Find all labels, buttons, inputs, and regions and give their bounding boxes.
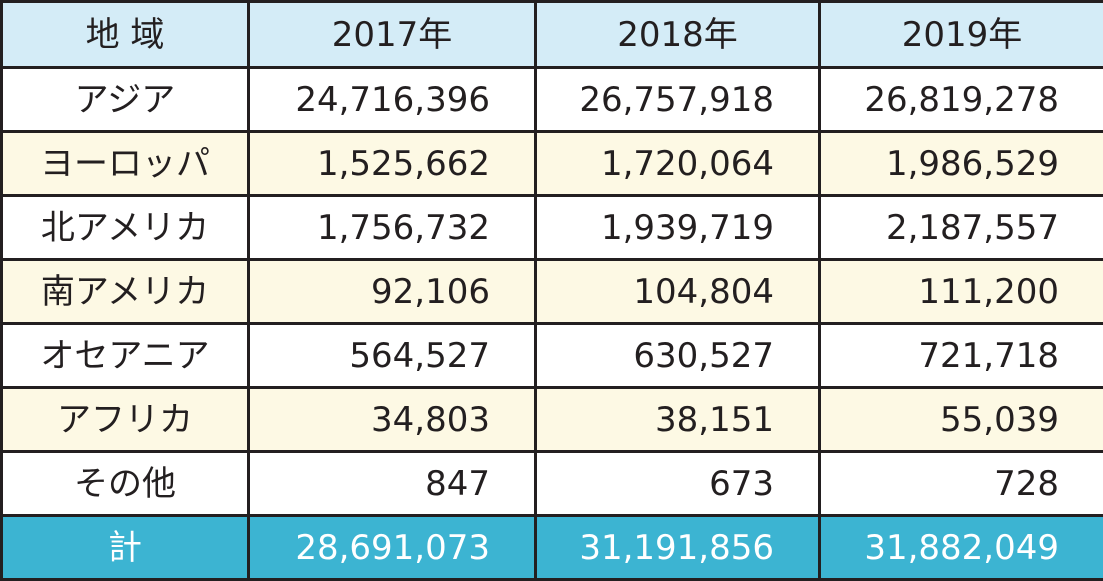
header-region: 地 域 <box>2 2 249 68</box>
row-region-label: 北アメリカ <box>2 196 249 260</box>
row-value-2017: 24,716,396 <box>249 68 536 132</box>
table-row: アジア 24,716,396 26,757,918 26,819,278 <box>2 68 1103 132</box>
row-value-2017: 847 <box>249 452 536 516</box>
table-body: アジア 24,716,396 26,757,918 26,819,278 ヨーロ… <box>2 68 1103 516</box>
row-value-2018: 104,804 <box>536 260 820 324</box>
header-2018: 2018年 <box>536 2 820 68</box>
row-value-2018: 26,757,918 <box>536 68 820 132</box>
row-value-2017: 92,106 <box>249 260 536 324</box>
row-value-2017: 1,525,662 <box>249 132 536 196</box>
table-footer: 計 28,691,073 31,191,856 31,882,049 <box>2 516 1103 580</box>
row-value-2019: 721,718 <box>820 324 1103 388</box>
row-region-label: アフリカ <box>2 388 249 452</box>
row-value-2019: 728 <box>820 452 1103 516</box>
row-value-2019: 2,187,557 <box>820 196 1103 260</box>
row-value-2018: 1,720,064 <box>536 132 820 196</box>
table-row: アフリカ 34,803 38,151 55,039 <box>2 388 1103 452</box>
total-value-2019: 31,882,049 <box>820 516 1103 580</box>
total-label: 計 <box>2 516 249 580</box>
row-region-label: ヨーロッパ <box>2 132 249 196</box>
row-region-label: アジア <box>2 68 249 132</box>
table-row: オセアニア 564,527 630,527 721,718 <box>2 324 1103 388</box>
row-value-2018: 38,151 <box>536 388 820 452</box>
header-2019: 2019年 <box>820 2 1103 68</box>
row-value-2019: 26,819,278 <box>820 68 1103 132</box>
total-value-2018: 31,191,856 <box>536 516 820 580</box>
row-region-label: 南アメリカ <box>2 260 249 324</box>
header-row: 地 域 2017年 2018年 2019年 <box>2 2 1103 68</box>
total-row: 計 28,691,073 31,191,856 31,882,049 <box>2 516 1103 580</box>
row-value-2017: 1,756,732 <box>249 196 536 260</box>
header-2017: 2017年 <box>249 2 536 68</box>
row-value-2019: 1,986,529 <box>820 132 1103 196</box>
row-region-label: その他 <box>2 452 249 516</box>
row-value-2019: 55,039 <box>820 388 1103 452</box>
table-row: その他 847 673 728 <box>2 452 1103 516</box>
row-value-2017: 564,527 <box>249 324 536 388</box>
row-value-2019: 111,200 <box>820 260 1103 324</box>
total-value-2017: 28,691,073 <box>249 516 536 580</box>
row-value-2018: 1,939,719 <box>536 196 820 260</box>
row-region-label: オセアニア <box>2 324 249 388</box>
row-value-2018: 630,527 <box>536 324 820 388</box>
table-header: 地 域 2017年 2018年 2019年 <box>2 2 1103 68</box>
table-row: 南アメリカ 92,106 104,804 111,200 <box>2 260 1103 324</box>
table-row: 北アメリカ 1,756,732 1,939,719 2,187,557 <box>2 196 1103 260</box>
row-value-2017: 34,803 <box>249 388 536 452</box>
row-value-2018: 673 <box>536 452 820 516</box>
table-row: ヨーロッパ 1,525,662 1,720,064 1,986,529 <box>2 132 1103 196</box>
